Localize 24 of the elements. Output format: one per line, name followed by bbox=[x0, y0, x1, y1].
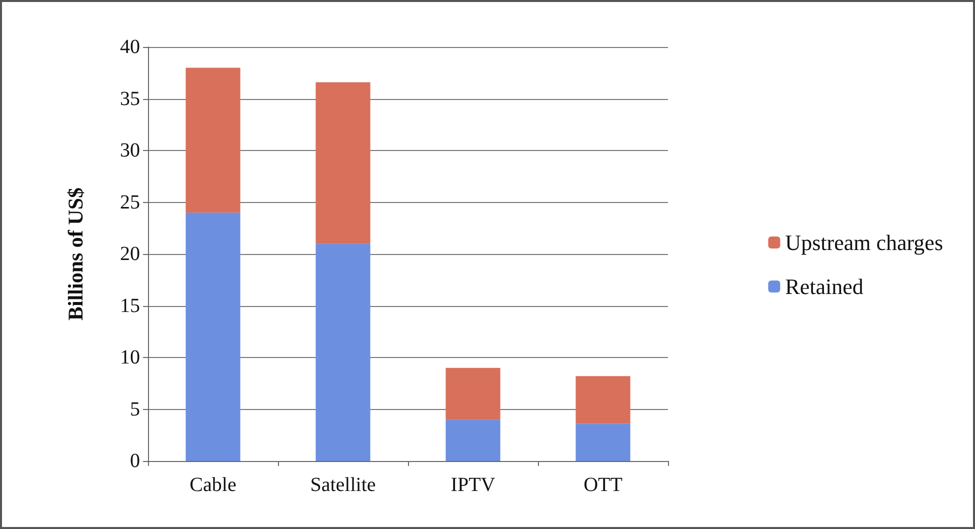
y-tick-label: 20 bbox=[120, 243, 140, 265]
y-axis-title: Billions of US$ bbox=[64, 187, 88, 321]
x-tick-label: Cable bbox=[190, 474, 236, 496]
bar bbox=[446, 420, 500, 461]
y-tick-label: 0 bbox=[130, 450, 140, 472]
y-tick-label: 40 bbox=[120, 36, 140, 58]
y-tick-label: 10 bbox=[120, 346, 140, 368]
bar bbox=[316, 82, 370, 244]
legend-label: Upstream charges bbox=[785, 230, 944, 255]
legend-label: Retained bbox=[785, 274, 864, 299]
x-tick-label: Satellite bbox=[310, 474, 376, 496]
bar bbox=[446, 368, 500, 420]
bar bbox=[186, 212, 240, 461]
bar bbox=[316, 244, 370, 461]
y-tick-label: 5 bbox=[130, 398, 140, 420]
y-tick-label: 30 bbox=[120, 140, 140, 162]
bar bbox=[576, 376, 630, 424]
x-tick-label: OTT bbox=[584, 474, 622, 496]
y-tick-label: 25 bbox=[120, 191, 140, 214]
bar bbox=[576, 424, 630, 461]
y-tick-label: 35 bbox=[120, 88, 140, 110]
x-tick-label: IPTV bbox=[450, 474, 496, 496]
y-tick-label: 15 bbox=[120, 294, 140, 317]
bar bbox=[186, 68, 240, 213]
